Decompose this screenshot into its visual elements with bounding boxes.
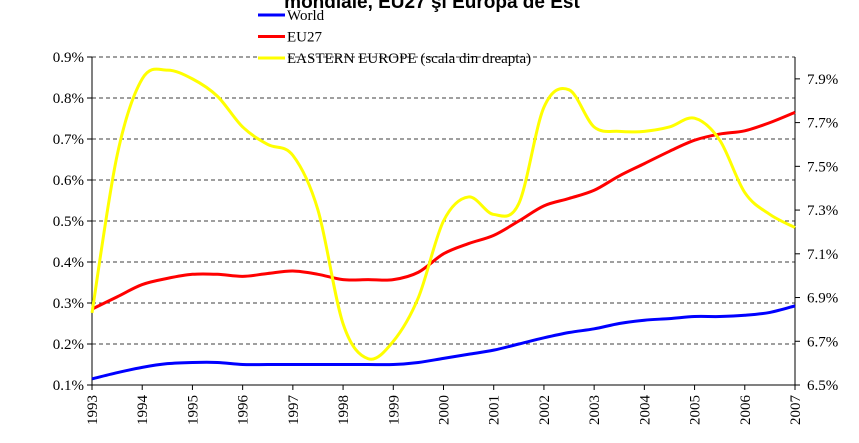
y-tick-label: 0.2% bbox=[53, 337, 84, 353]
y-tick-label: 0.9% bbox=[53, 50, 84, 66]
y2-tick-label: 7.7% bbox=[807, 116, 838, 132]
x-tick-label: 1996 bbox=[236, 395, 252, 426]
series-line bbox=[91, 110, 796, 311]
y-tick-label: 0.7% bbox=[53, 132, 84, 148]
y-tick-label: 0.4% bbox=[53, 255, 84, 271]
y-tick-label: 0.1% bbox=[53, 378, 84, 394]
chart-title: mondiale, EU27 şi Europa de Est bbox=[284, 0, 580, 13]
series-line bbox=[91, 304, 796, 381]
x-tick-label: 2006 bbox=[738, 395, 754, 426]
y2-tick-label: 6.5% bbox=[807, 378, 838, 394]
x-tick-label: 1995 bbox=[185, 395, 201, 425]
y2-tick-label: 7.5% bbox=[807, 159, 838, 175]
y2-tick-label: 7.1% bbox=[807, 247, 838, 263]
y-tick-label: 0.6% bbox=[53, 173, 84, 189]
x-tick-label: 2002 bbox=[537, 395, 553, 425]
x-tick-label: 2005 bbox=[688, 395, 704, 425]
x-tick-label: 1997 bbox=[286, 395, 302, 426]
y-tick-label: 0.3% bbox=[53, 296, 84, 312]
y2-tick-label: 6.9% bbox=[807, 291, 838, 307]
legend-label: EU27 bbox=[287, 30, 322, 46]
y-tick-label: 0.5% bbox=[53, 214, 84, 230]
x-tick-label: 1999 bbox=[386, 395, 402, 425]
y2-tick-label: 7.9% bbox=[807, 72, 838, 88]
y2-tick-label: 7.3% bbox=[807, 203, 838, 219]
x-tick-label: 1998 bbox=[336, 395, 352, 425]
x-tick-label: 2000 bbox=[437, 395, 453, 425]
x-tick-label: 2003 bbox=[587, 395, 603, 425]
x-tick-label: 2001 bbox=[487, 395, 503, 425]
y-tick-label: 0.8% bbox=[53, 91, 84, 107]
x-tick-label: 1994 bbox=[135, 395, 151, 426]
x-tick-label: 2004 bbox=[637, 395, 653, 426]
legend-label: EASTERN EUROPE (scala din dreapta) bbox=[287, 51, 531, 67]
series-line bbox=[90, 67, 796, 361]
x-tick-label: 1993 bbox=[85, 395, 101, 425]
legend-label: World bbox=[287, 8, 325, 24]
x-tick-label: 2007 bbox=[788, 395, 804, 426]
y2-tick-label: 6.7% bbox=[807, 334, 838, 350]
